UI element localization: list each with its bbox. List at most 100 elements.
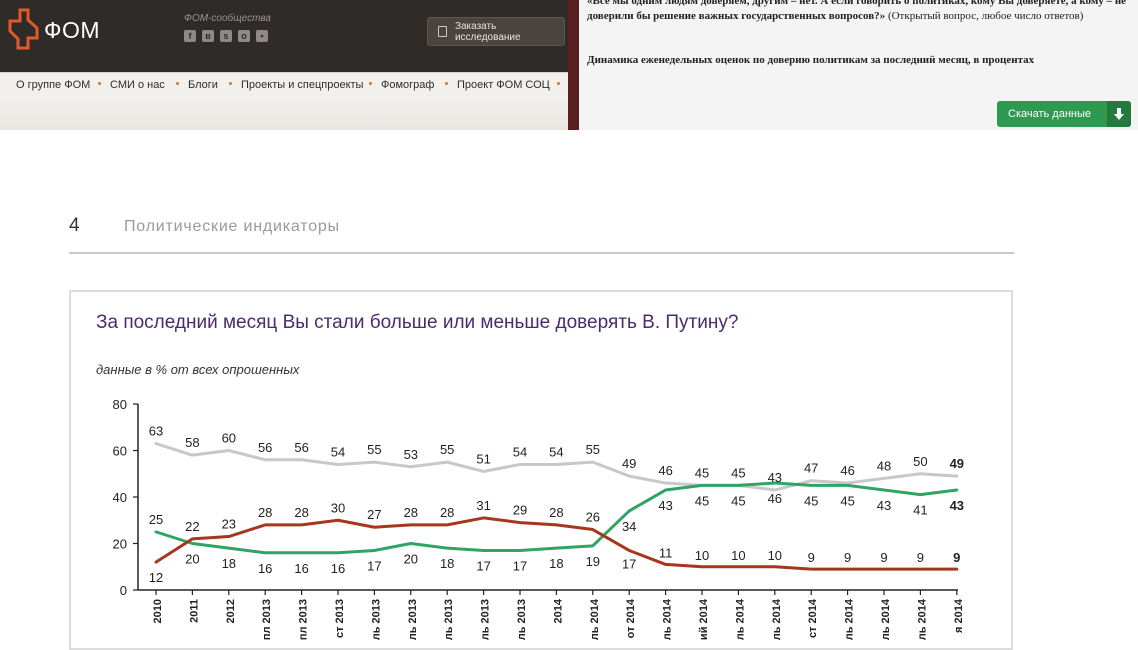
- red-data-label: 9: [880, 550, 887, 565]
- y-tick-label: 40: [113, 490, 127, 505]
- nav-separator: [229, 82, 232, 85]
- red-data-label: 28: [294, 505, 308, 520]
- green-data-label: 17: [476, 558, 490, 573]
- document-icon: [438, 26, 447, 37]
- gray-series-line: [154, 442, 959, 492]
- gray-data-label: 55: [586, 442, 600, 457]
- red-data-label: 28: [258, 505, 272, 520]
- green-data-label: 46: [768, 491, 782, 506]
- gift-icon[interactable]: ▪: [256, 30, 268, 42]
- x-tick-label: ль 2014: [916, 598, 928, 640]
- gray-data-label: 50: [913, 454, 927, 469]
- green-data-label: 20: [404, 552, 418, 567]
- nav-item-media[interactable]: СМИ о нас: [110, 79, 165, 91]
- x-tick-label: от 2014: [625, 598, 637, 638]
- fom-nav: О группе ФОМ СМИ о нас Блоги Проекты и с…: [0, 72, 568, 97]
- gray-data-label: 45: [695, 465, 709, 480]
- x-tick-label: я 2014: [953, 598, 965, 633]
- gray-data-label: 46: [840, 463, 854, 478]
- green-data-label: 19: [586, 554, 600, 569]
- green-data-label: 20: [185, 552, 199, 567]
- x-tick-label: пл 2013: [261, 599, 273, 640]
- x-tick-label: ст 2013: [334, 599, 346, 638]
- red-data-label: 10: [731, 548, 745, 563]
- green-data-label: 18: [222, 556, 236, 571]
- dynamics-title: Динамика еженедельных оценок по доверию …: [587, 54, 1035, 66]
- green-data-label: 17: [367, 558, 381, 573]
- download-data-button[interactable]: Скачать данные: [997, 101, 1131, 127]
- gray-data-label: 54: [549, 444, 563, 459]
- red-data-label: 22: [185, 519, 199, 534]
- red-data-label: 17: [622, 556, 636, 571]
- x-tick-label: ль 2013: [407, 599, 419, 640]
- green-data-label: 16: [331, 561, 345, 576]
- gray-data-label: 43: [768, 470, 782, 485]
- facebook-icon[interactable]: f: [184, 30, 196, 42]
- red-data-label: 9: [808, 550, 815, 565]
- nav-separator: [369, 82, 372, 85]
- red-data-label: 10: [695, 548, 709, 563]
- chart-subtitle: данные в % от всех опрошенных: [96, 362, 300, 377]
- green-data-label: 43: [950, 498, 964, 513]
- nav-item-fom-soc[interactable]: Проект ФОМ СОЦ: [457, 79, 550, 91]
- odnoklassniki-icon[interactable]: о: [238, 30, 250, 42]
- green-data-label: 18: [549, 556, 563, 571]
- gray-data-label: 46: [658, 463, 672, 478]
- y-tick-label: 20: [113, 537, 127, 552]
- nav-item-projects[interactable]: Проекты и спецпроекты: [241, 79, 364, 91]
- green-data-label: 45: [695, 493, 709, 508]
- green-data-label: 45: [804, 493, 818, 508]
- x-tick-label: ль 2014: [844, 598, 856, 640]
- nav-item-fomograph[interactable]: Фомограф: [381, 79, 435, 91]
- gray-data-label: 54: [513, 444, 527, 459]
- order-research-button[interactable]: Заказать исследование: [427, 17, 565, 46]
- gray-data-label: 49: [622, 456, 636, 471]
- section-title: Политические индикаторы: [124, 218, 340, 235]
- nav-item-about[interactable]: О группе ФОМ: [16, 79, 91, 91]
- x-tick-label: пл 2013: [298, 599, 310, 640]
- green-data-label: 18: [440, 556, 454, 571]
- red-data-label: 10: [768, 548, 782, 563]
- x-tick-label: ль 2014: [880, 598, 892, 640]
- gray-data-label: 58: [185, 435, 199, 450]
- fom-logo-icon[interactable]: [6, 8, 40, 50]
- x-tick-label: ль 2014: [589, 598, 601, 640]
- nav-separator: [557, 82, 560, 85]
- community-label: ФОМ-сообщества: [184, 13, 271, 24]
- x-tick-label: ий 2014: [698, 598, 710, 640]
- gray-data-label: 53: [404, 447, 418, 462]
- red-data-label: 28: [440, 505, 454, 520]
- gray-data-label: 54: [331, 444, 345, 459]
- x-tick-label: ль 2014: [662, 598, 674, 640]
- nav-separator: [176, 82, 179, 85]
- x-tick-label: 2010: [152, 599, 164, 623]
- gray-data-label: 55: [440, 442, 454, 457]
- green-data-label: 43: [658, 498, 672, 513]
- red-data-label: 11: [659, 545, 673, 560]
- vk-icon[interactable]: в: [202, 30, 214, 42]
- red-data-label: 27: [367, 507, 381, 522]
- gray-data-label: 60: [222, 431, 236, 446]
- x-tick-label: ль 2013: [443, 599, 455, 640]
- x-tick-label: ль 2014: [771, 598, 783, 640]
- green-data-label: 16: [258, 561, 272, 576]
- question-text: «Все мы одним людям доверяем, другим – н…: [587, 0, 1135, 24]
- red-data-label: 9: [917, 550, 924, 565]
- x-tick-label: 2012: [225, 599, 237, 623]
- green-series-line: [154, 481, 959, 555]
- section-divider: [69, 252, 1014, 254]
- green-data-label: 34: [622, 519, 636, 534]
- gray-data-label: 51: [476, 451, 490, 466]
- green-data-label: 45: [840, 493, 854, 508]
- red-data-label: 28: [404, 505, 418, 520]
- fom-logo-text[interactable]: ФОМ: [44, 17, 101, 43]
- red-data-label: 23: [222, 517, 236, 532]
- nav-item-blogs[interactable]: Блоги: [188, 79, 218, 91]
- red-data-label: 28: [549, 505, 563, 520]
- nav-background: [0, 96, 568, 130]
- gray-data-label: 47: [804, 461, 818, 476]
- red-data-label: 30: [331, 500, 345, 515]
- gray-data-label: 48: [877, 458, 891, 473]
- skype-icon[interactable]: s: [220, 30, 232, 42]
